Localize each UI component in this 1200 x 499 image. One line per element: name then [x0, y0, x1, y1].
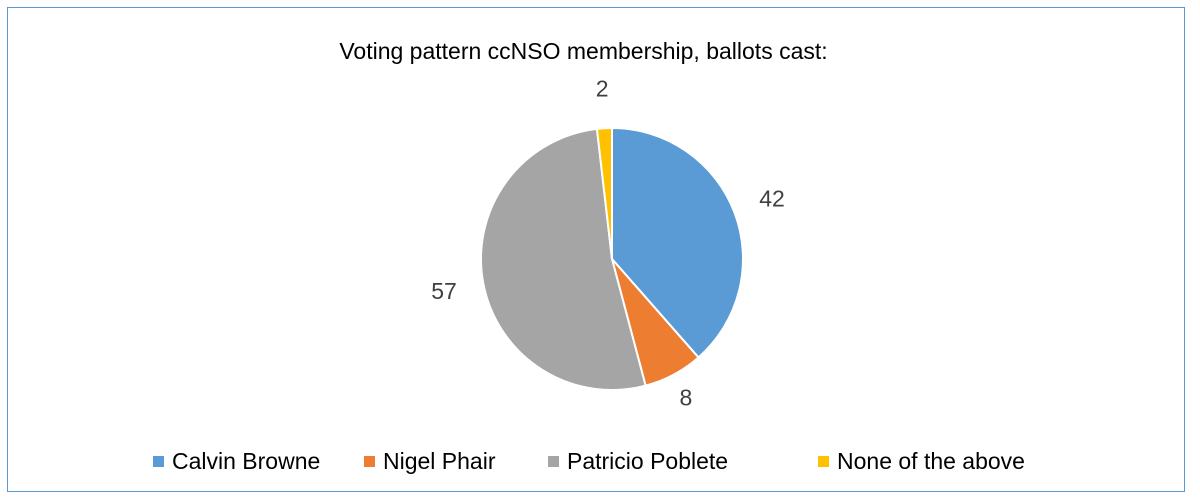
legend-label: Calvin Browne	[172, 448, 321, 474]
data-label-nigel-phair: 8	[679, 385, 692, 411]
legend-label: Nigel Phair	[383, 448, 496, 474]
pie-slice-calvin-browne	[611, 127, 744, 359]
legend-swatch	[548, 456, 559, 467]
legend-item-patricio-poblete: Patricio Poblete	[548, 448, 728, 475]
pie-slice-none-of-the-above	[595, 127, 613, 260]
data-label-none-of-the-above: 2	[596, 75, 609, 101]
legend-swatch	[153, 456, 164, 467]
legend-item-nigel-phair: Nigel Phair	[364, 448, 496, 475]
data-label-calvin-browne: 42	[759, 186, 785, 212]
legend-item-calvin-browne: Calvin Browne	[153, 448, 320, 475]
data-label-patricio-poblete: 57	[431, 278, 457, 304]
legend-swatch	[818, 456, 829, 467]
legend-label: Patricio Poblete	[567, 448, 729, 474]
pie-data-labels: 42 8 57 2	[431, 75, 785, 410]
pie-slices	[480, 127, 744, 391]
legend-label: None of the above	[837, 448, 1025, 474]
legend-item-none-of-the-above: None of the above	[818, 448, 1025, 475]
legend: Calvin Browne Nigel Phair Patricio Poble…	[0, 448, 1200, 478]
chart-title: Voting pattern ccNSO membership, ballots…	[339, 38, 828, 64]
legend-swatch	[364, 456, 375, 467]
